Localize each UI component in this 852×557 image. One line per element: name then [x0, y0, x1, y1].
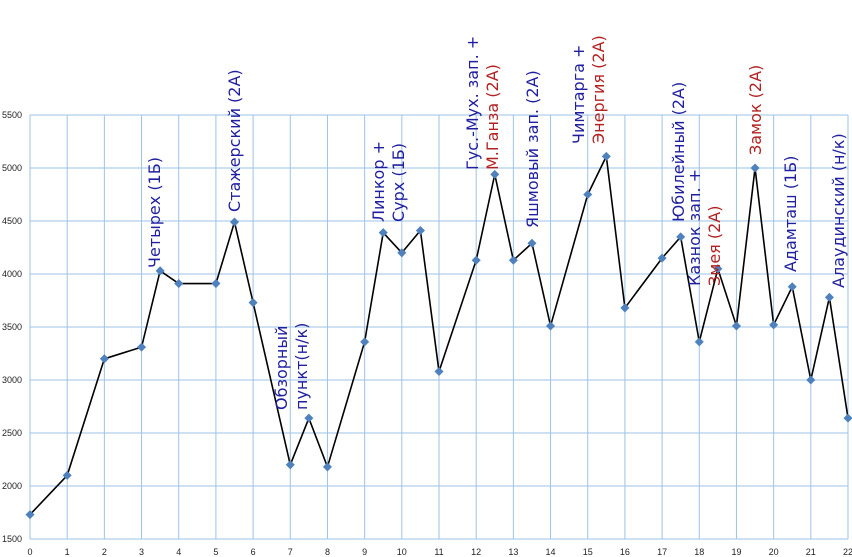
x-tick-label: 10: [397, 547, 407, 557]
data-point: [731, 321, 741, 331]
annotation-line: Чимтарга +: [569, 45, 588, 144]
annotation-label: Замок (2А): [746, 65, 765, 155]
y-tick-label: 4000: [2, 269, 22, 279]
annotation-line: Обзорный: [272, 326, 291, 410]
x-tick-label: 0: [27, 547, 32, 557]
data-point: [769, 320, 779, 330]
data-point: [174, 279, 184, 289]
data-point: [546, 321, 556, 331]
data-point: [806, 375, 816, 385]
data-point: [657, 253, 667, 263]
y-tick-label: 3000: [2, 375, 22, 385]
annotation-label: Чимтарга + Энергия (2А): [569, 35, 608, 144]
annotation-label: Стажерский (2А): [225, 69, 244, 212]
y-tick-label: 3500: [2, 322, 22, 332]
data-point: [397, 248, 407, 258]
data-point: [583, 189, 593, 200]
x-tick-label: 17: [657, 547, 667, 557]
x-tick-label: 15: [583, 547, 593, 557]
x-tick-label: 6: [251, 547, 256, 557]
data-point: [471, 255, 481, 265]
x-tick-label: 14: [546, 547, 556, 557]
y-tick-label: 4500: [2, 216, 22, 226]
y-tick-label: 2000: [2, 481, 22, 491]
x-tick-label: 3: [139, 547, 144, 557]
x-tick-label: 19: [731, 547, 741, 557]
data-point: [490, 169, 500, 179]
annotation-line: Яшмовый зап. (2А): [523, 70, 542, 228]
annotation-label: Гус.-Мух. зап. + М.Ганза (2А): [463, 36, 502, 170]
data-point: [322, 462, 332, 472]
annotation-line: Алаудинский (н/к): [829, 133, 848, 288]
x-tick-label: 18: [694, 547, 704, 557]
x-tick-label: 16: [620, 547, 630, 557]
x-tick-label: 4: [176, 547, 181, 557]
x-tick-label: 2: [102, 547, 107, 557]
data-point: [137, 342, 147, 352]
data-point: [304, 413, 314, 423]
annotation-line: Казнок зап. +: [685, 169, 704, 286]
data-point: [285, 460, 295, 470]
data-point: [229, 217, 240, 227]
data-point: [155, 266, 165, 276]
series-line: [29, 153, 849, 516]
x-tick-label: 13: [508, 547, 518, 557]
annotation-label: Линкор + Сурх (1Б): [369, 141, 408, 222]
data-points: [25, 151, 852, 520]
annotation-label: Обзорный пункт(н/к): [272, 323, 311, 410]
data-point: [787, 282, 797, 292]
x-tick-label: 21: [806, 547, 816, 557]
data-point: [360, 337, 370, 347]
data-point: [99, 354, 109, 364]
annotation-label: Яшмовый зап. (2А): [523, 70, 542, 228]
annotation-label: Четырех (1Б): [145, 157, 164, 268]
annotation-line: Гус.-Мух. зап. +: [463, 36, 482, 170]
y-tick-label: 5000: [2, 163, 22, 173]
annotation-line: пункт(н/к): [292, 323, 311, 410]
x-tick-label: 11: [434, 547, 443, 557]
data-point: [248, 298, 258, 308]
x-tick-label: 12: [471, 547, 481, 557]
x-tick-label: 7: [288, 547, 293, 557]
annotation-line: Энергия (2А): [589, 35, 608, 144]
annotation-line: Линкор +: [369, 141, 388, 222]
x-tick-label: 8: [325, 547, 330, 557]
annotation-label: Алаудинский (н/к): [829, 133, 848, 288]
annotation-line: Замок (2А): [746, 65, 765, 155]
data-point: [694, 337, 704, 347]
x-tick-label: 20: [769, 547, 779, 557]
annotation-label: Юбилейный (2А): [669, 82, 688, 222]
grid-lines: [29, 114, 849, 540]
data-point: [824, 292, 834, 302]
data-point: [378, 228, 388, 238]
annotation-label: Казнок зап. + Змея (2А): [685, 169, 724, 286]
annotation-line: М.Ганза (2А): [483, 64, 502, 170]
data-point: [434, 366, 444, 377]
data-point: [843, 413, 852, 423]
annotation-line: Адамташ (1Б): [781, 156, 800, 272]
y-tick-label: 1500: [2, 534, 22, 544]
data-point: [211, 279, 221, 289]
annotation-line: Стажерский (2А): [225, 69, 244, 212]
annotation-line: Четырех (1Б): [145, 157, 164, 268]
annotation-line: Змея (2А): [705, 206, 724, 287]
data-point: [601, 151, 611, 161]
data-point: [750, 163, 760, 173]
x-tick-label: 5: [213, 547, 218, 557]
x-tick-label: 1: [65, 547, 70, 557]
annotation-label: Адамташ (1Б): [781, 156, 800, 272]
annotation-line: Сурх (1Б): [389, 143, 408, 222]
y-tick-label: 5500: [2, 110, 22, 120]
x-tick-label: 9: [362, 547, 367, 557]
elevation-line: [29, 153, 849, 516]
data-point: [62, 470, 72, 480]
peak-annotations: Четырех (1Б) Стажерский (2А) Обзорный пункт…: [145, 35, 848, 410]
y-tick-label: 2500: [2, 428, 22, 438]
x-tick-label: 22: [843, 547, 852, 557]
annotation-line: Юбилейный (2А): [669, 82, 688, 222]
